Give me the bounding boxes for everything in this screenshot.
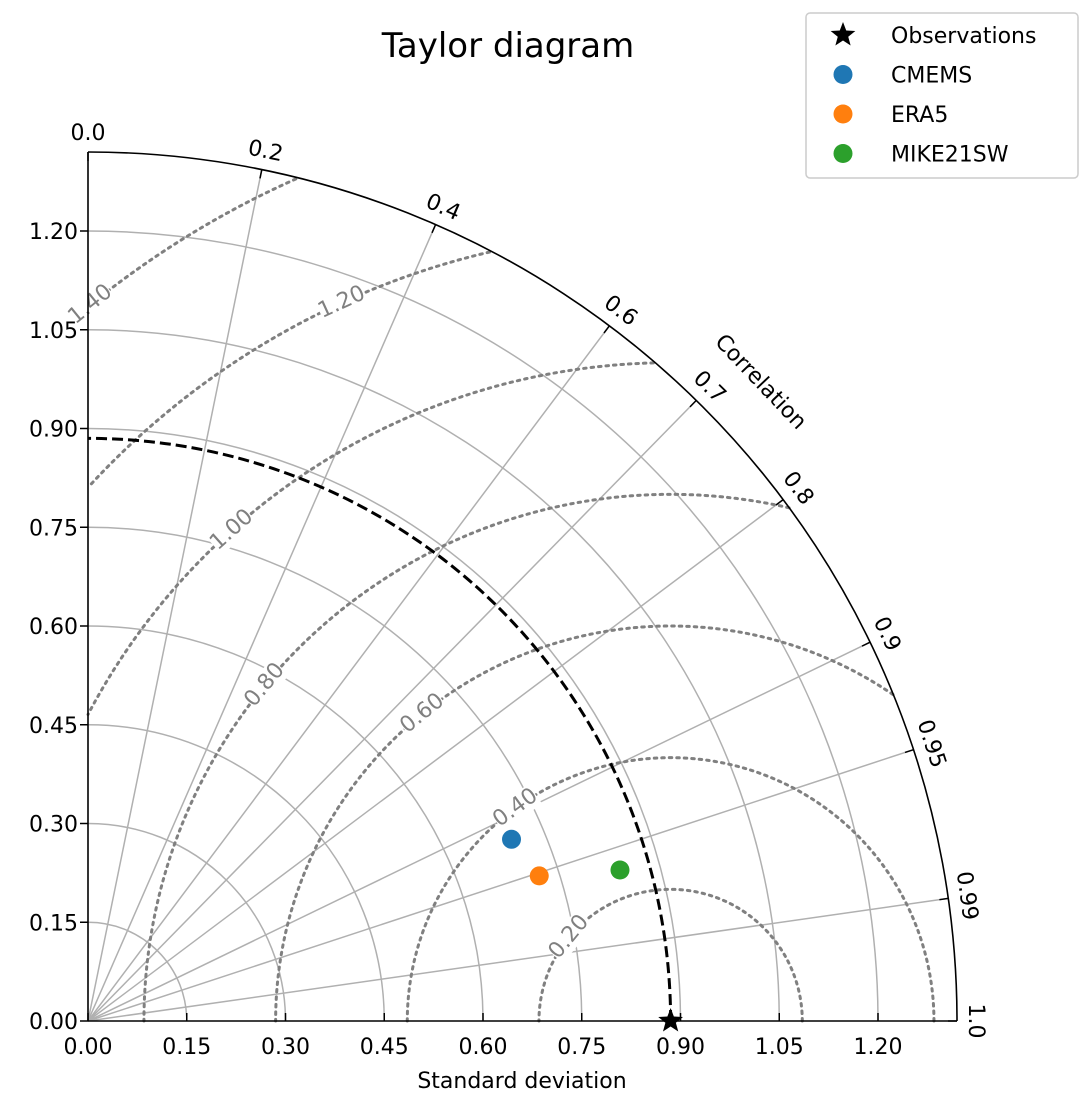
legend-star-marker — [830, 22, 856, 46]
rms-contour — [86, 250, 492, 489]
legend-label: CMEMS — [891, 64, 972, 89]
rms-contours: 0.200.400.600.801.001.201.40 — [63, 177, 936, 1023]
legend: Observations CMEMS ERA5 MIKE21SW — [805, 12, 1079, 179]
corr-tick — [939, 897, 949, 901]
x-axis-label: Standard deviation — [417, 1069, 626, 1094]
legend-box — [805, 12, 1079, 179]
y-tick-label: 0.60 — [29, 615, 78, 640]
y-tick-label: 1.05 — [29, 319, 78, 344]
y-tick-label: 0.30 — [29, 813, 78, 838]
x-tick-label: 0.15 — [162, 1035, 211, 1060]
rms-label-background — [240, 658, 290, 712]
std-grid-arc — [87, 329, 780, 1022]
rms-contour-label: 0.60 — [395, 688, 449, 738]
legend-marker — [833, 65, 853, 84]
observations-marker — [658, 1008, 683, 1032]
corr-tick — [689, 399, 697, 408]
corr-tick-label: 0.0 — [71, 121, 106, 146]
corr-tick-label: 0.99 — [951, 870, 983, 922]
std-grid-arc — [87, 230, 879, 1022]
x-tick-label: 1.20 — [854, 1035, 903, 1060]
data-points — [502, 829, 683, 1032]
rms-label-background — [315, 281, 369, 324]
rms-contour — [405, 756, 936, 1023]
reference-std-arc — [87, 436, 673, 1022]
y-tick-label: 0.90 — [29, 418, 78, 443]
corr-tick — [861, 641, 871, 647]
point-era5 — [529, 866, 549, 886]
rms-contour — [86, 361, 655, 716]
correlation-axis-label: Correlation — [710, 330, 812, 435]
rms-label-background — [489, 784, 543, 832]
corr-grid-line — [87, 499, 784, 1022]
corr-grid-line — [87, 224, 437, 1022]
x-tick-label: 1.05 — [755, 1035, 804, 1060]
corr-tick — [603, 325, 611, 334]
std-grid-arc — [87, 526, 583, 1022]
y-tick-label: 1.20 — [29, 220, 78, 245]
rms-label-background — [206, 505, 258, 556]
corr-grid-line — [87, 641, 871, 1022]
corr-tick — [904, 748, 914, 754]
x-tick-label: 0.60 — [459, 1035, 508, 1060]
legend-label: MIKE21SW — [891, 143, 1009, 168]
x-tick-label: 0.30 — [261, 1035, 310, 1060]
grid-layer — [87, 169, 949, 1022]
corr-tick-label: 0.2 — [246, 136, 285, 167]
x-tick-label: 0.00 — [64, 1035, 113, 1060]
y-tick-label: 0.00 — [29, 1010, 78, 1035]
outer-arc — [87, 151, 958, 1022]
rms-contour-label: 1.20 — [314, 281, 369, 324]
y-tick-label: 0.75 — [29, 516, 78, 541]
rms-contour-label: 0.40 — [488, 783, 542, 832]
rms-label-background — [396, 689, 449, 739]
corr-tick-label: 0.6 — [599, 290, 642, 331]
legend-label: ERA5 — [891, 103, 948, 128]
corr-tick — [259, 169, 263, 179]
std-grid-arc — [87, 625, 484, 1022]
rms-contour — [142, 492, 791, 1023]
corr-grid-line — [87, 897, 949, 1022]
corr-grid-line — [87, 325, 611, 1022]
rms-label-background — [544, 910, 594, 964]
std-grid-arc — [87, 724, 385, 1022]
point-mike21sw — [610, 860, 630, 880]
corr-tick-label: 1.0 — [963, 1004, 988, 1039]
corr-tick — [775, 499, 784, 506]
chart-title: Taylor diagram — [381, 26, 635, 66]
legend-marker — [833, 104, 853, 124]
x-tick-label: 0.45 — [360, 1035, 409, 1060]
x-tick-label: 0.75 — [557, 1035, 606, 1060]
legend-label: Observations — [891, 24, 1036, 49]
point-cmems — [502, 829, 522, 849]
legend-marker — [833, 144, 853, 163]
rms-contour — [274, 624, 895, 1023]
y-tick-label: 0.15 — [29, 911, 78, 936]
rms-label-background — [64, 280, 117, 330]
corr-grid-line — [87, 399, 697, 1022]
y-tick-label: 0.45 — [29, 714, 78, 739]
corr-tick — [431, 224, 437, 234]
corr-grid-line — [87, 169, 263, 1022]
corr-tick-label: 0.8 — [777, 467, 818, 510]
x-tick-label: 0.90 — [656, 1035, 705, 1060]
corr-grid-line — [87, 748, 914, 1022]
std-grid-arc — [87, 427, 682, 1022]
std-grid-arc — [87, 822, 287, 1022]
rms-contour — [89, 177, 298, 307]
